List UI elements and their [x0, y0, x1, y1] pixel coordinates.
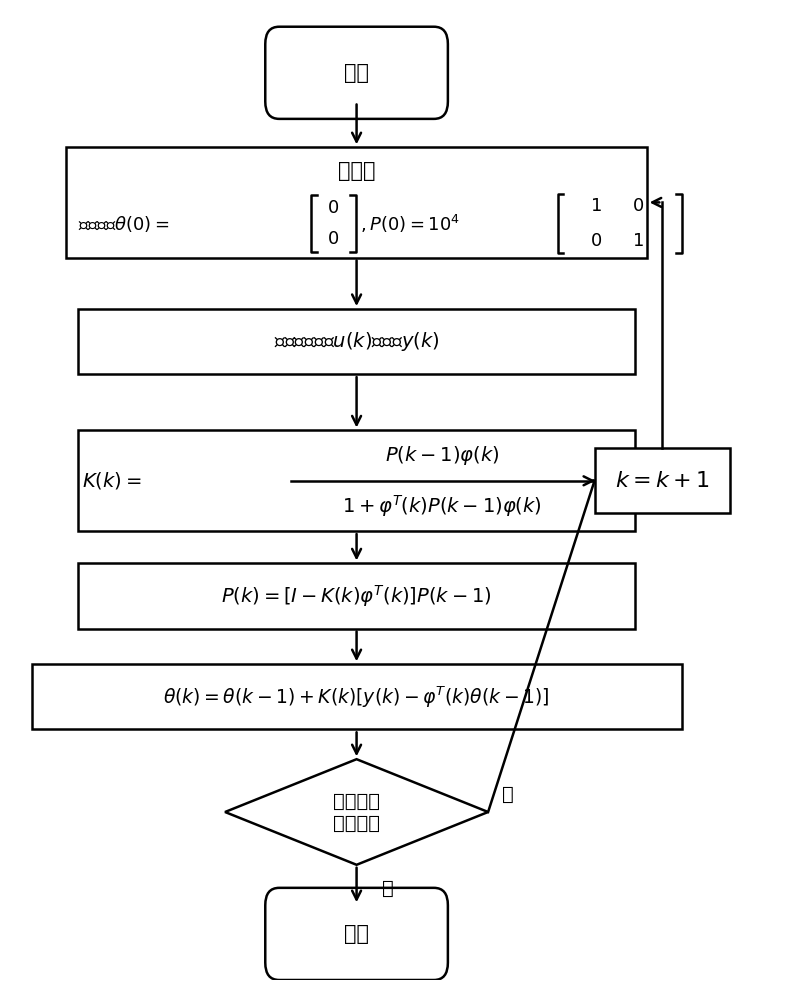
- Text: 采样当前输入$u(k)$，输出$y(k)$: 采样当前输入$u(k)$，输出$y(k)$: [274, 330, 439, 353]
- Text: 0: 0: [328, 199, 339, 217]
- Bar: [78, 563, 635, 629]
- Text: 1: 1: [591, 197, 602, 215]
- Text: 开始: 开始: [344, 63, 369, 83]
- Text: 设置初值$\theta(0)=$: 设置初值$\theta(0)=$: [78, 214, 169, 234]
- Bar: [78, 309, 635, 374]
- Bar: [595, 448, 730, 513]
- Text: $P(k-1)\varphi(k)$: $P(k-1)\varphi(k)$: [384, 444, 499, 467]
- Text: $K(k)=$: $K(k)=$: [82, 470, 141, 491]
- Bar: [31, 664, 682, 729]
- Text: $P(k)=[I-K(k)\varphi^T(k)]P(k-1)$: $P(k)=[I-K(k)\varphi^T(k)]P(k-1)$: [222, 583, 492, 609]
- Text: 结束: 结束: [344, 924, 369, 944]
- Text: 初始化: 初始化: [338, 161, 376, 181]
- Polygon shape: [225, 759, 488, 865]
- Text: 是: 是: [382, 879, 393, 898]
- Text: $, P(0)=10^4$: $, P(0)=10^4$: [360, 212, 460, 235]
- Text: 1: 1: [634, 232, 645, 250]
- FancyBboxPatch shape: [265, 27, 448, 119]
- Bar: [66, 147, 646, 258]
- FancyBboxPatch shape: [265, 888, 448, 980]
- Text: $1+\varphi^T(k)P(k-1)\varphi(k)$: $1+\varphi^T(k)P(k-1)\varphi(k)$: [342, 493, 542, 519]
- Text: $k=k+1$: $k=k+1$: [615, 471, 709, 491]
- Bar: [78, 430, 635, 531]
- Text: 0: 0: [591, 232, 602, 250]
- Text: 是否达到
终止条件: 是否达到 终止条件: [333, 792, 380, 832]
- Text: 0: 0: [328, 230, 339, 248]
- Text: 0: 0: [634, 197, 645, 215]
- Text: $\theta(k)=\theta(k-1)+K(k)[y(k)-\varphi^T(k)\theta(k-1)]$: $\theta(k)=\theta(k-1)+K(k)[y(k)-\varphi…: [164, 684, 550, 710]
- Text: 否: 否: [501, 785, 513, 804]
